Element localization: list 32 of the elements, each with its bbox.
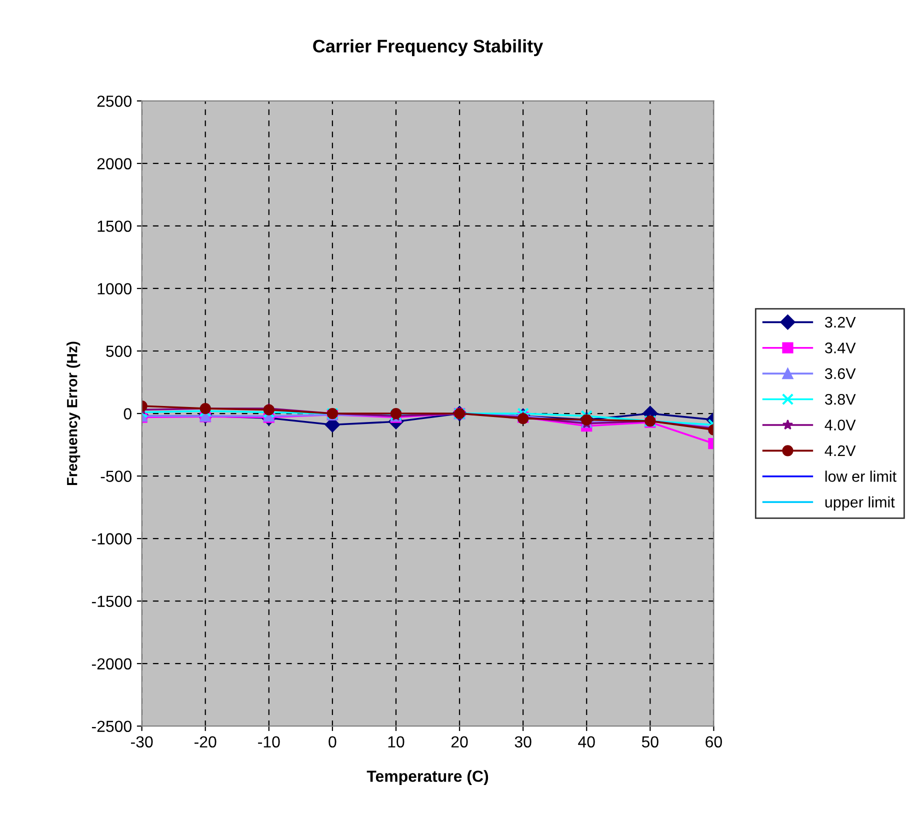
x-tick-label: -30: [130, 736, 153, 748]
y-tick-label: -2000: [92, 658, 132, 670]
legend-label: low er limit: [825, 470, 896, 482]
x-tick-label: 10: [388, 736, 404, 748]
y-tick-label: 1000: [98, 283, 132, 294]
x-tick-label: 20: [451, 736, 468, 748]
legend-label: 3.8V: [824, 394, 856, 405]
x-tick-label: 0: [328, 736, 336, 748]
x-tick-label: 30: [514, 736, 532, 748]
x-tick-label: 40: [578, 736, 595, 748]
y-tick-label: -1000: [92, 533, 132, 544]
y-tick-label: 0: [124, 408, 132, 420]
y-tick-label: -2500: [92, 720, 132, 732]
legend-label: upper limit: [825, 496, 895, 511]
x-tick-label: -10: [258, 736, 280, 748]
x-axis-title: Temperature (C): [366, 770, 488, 786]
y-tick-label: -500: [100, 470, 132, 482]
y-tick-label: 500: [106, 346, 132, 357]
y-tick-label: 2000: [97, 158, 132, 170]
legend-label: 3.6V: [824, 368, 856, 380]
y-tick-label: 2500: [97, 96, 132, 107]
x-tick-label: -20: [194, 736, 216, 748]
x-tick-label: 60: [706, 736, 722, 748]
y-axis-title: Frequency Error (Hz): [66, 342, 80, 486]
y-tick-label: -1500: [92, 596, 132, 607]
y-tick-label: 1500: [98, 220, 132, 232]
chart-title: Carrier Frequency Stability: [313, 39, 544, 56]
legend-label: 3.2V: [824, 316, 856, 328]
legend-label: 3.4V: [824, 342, 856, 354]
legend-label: 4.2V: [824, 445, 856, 456]
x-tick-label: 50: [642, 736, 658, 748]
legend-label: 4.0V: [824, 420, 856, 430]
